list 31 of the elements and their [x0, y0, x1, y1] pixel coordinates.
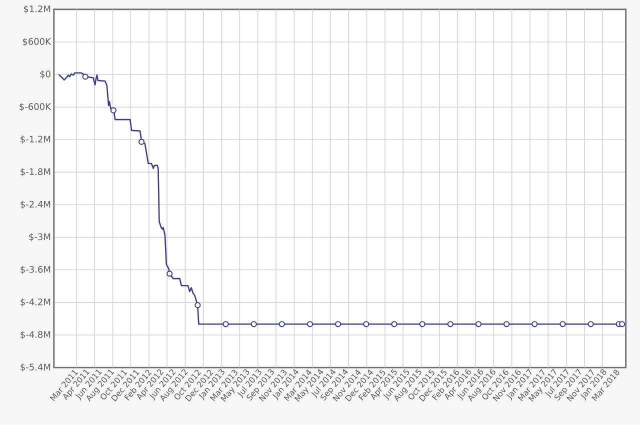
- point: [278, 321, 285, 328]
- point: [447, 321, 454, 328]
- point: [588, 321, 594, 328]
- y-tick-label: $-3.6M: [20, 266, 50, 274]
- point: [391, 321, 398, 328]
- point: [82, 74, 88, 80]
- y-tick-label: $-600K: [20, 102, 52, 112]
- point: [363, 321, 370, 328]
- y-tick-label: $-4.2M: [20, 298, 50, 306]
- point: [475, 321, 482, 328]
- y-tick-label: $-4.8M: [20, 330, 50, 340]
- point: [194, 302, 201, 308]
- point: [138, 138, 145, 145]
- point: [306, 321, 314, 328]
- point: [419, 321, 426, 328]
- point: [250, 321, 257, 328]
- point: [504, 321, 510, 328]
- y-tick-label: $-2.4M: [20, 200, 50, 209]
- y-tick-label: $600K: [22, 38, 52, 46]
- y-tick-label: $-5.4M: [20, 363, 50, 372]
- y-tick-label: $-3M: [29, 233, 50, 242]
- point: [110, 107, 116, 114]
- y-tick-label: $-1.8M: [20, 168, 50, 176]
- y-tick-label: $1.2M: [24, 5, 50, 14]
- point: [166, 270, 173, 277]
- y-tick-label: $-1.2M: [20, 135, 50, 144]
- point: [335, 321, 342, 328]
- point: [560, 321, 566, 328]
- y-tick-label: $0: [40, 70, 50, 79]
- point: [222, 321, 229, 328]
- point: [532, 321, 538, 328]
